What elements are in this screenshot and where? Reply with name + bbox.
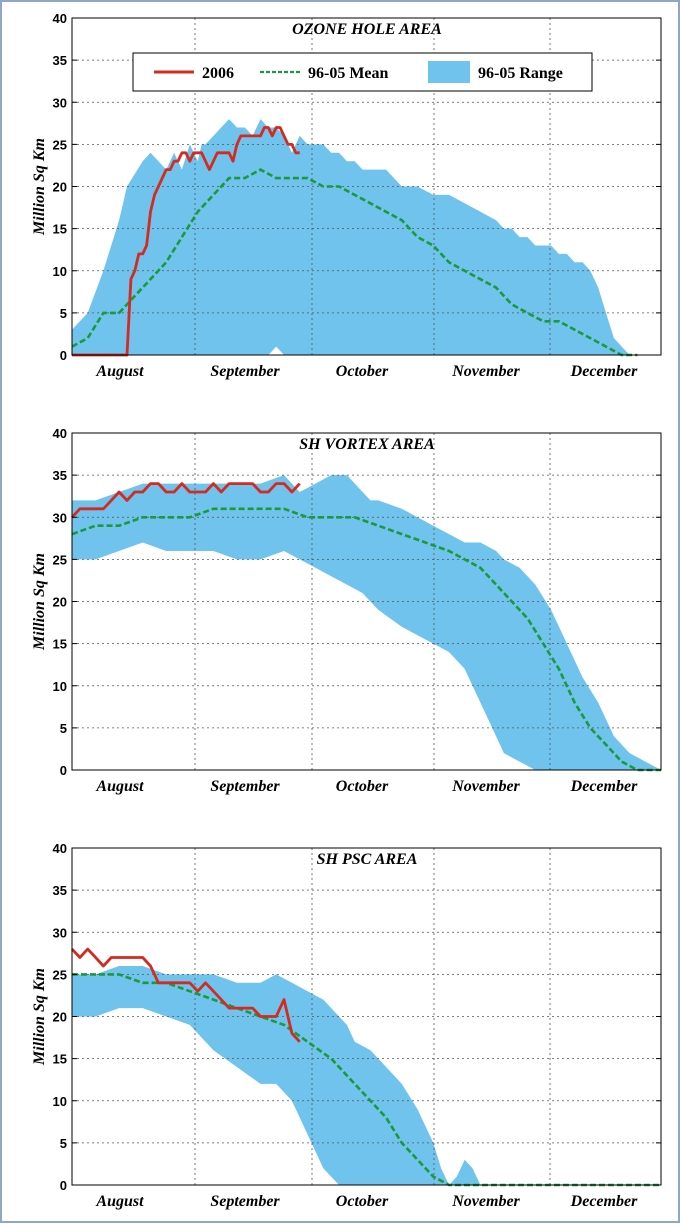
x-month-label: August [95, 1193, 144, 1210]
y-tick-label: 35 [53, 53, 67, 68]
x-month-label: October [336, 778, 389, 795]
x-month-label: August [95, 363, 144, 380]
y-tick-label: 40 [53, 426, 67, 441]
y-tick-label: 15 [53, 222, 67, 237]
y-tick-label: 25 [53, 552, 67, 567]
legend-swatch-range [428, 61, 470, 83]
y-tick-label: 5 [60, 721, 67, 736]
x-month-label: December [570, 363, 638, 380]
range-band-area [72, 475, 661, 770]
x-month-label: October [336, 363, 389, 380]
y-tick-label: 35 [53, 883, 67, 898]
x-month-label: November [451, 363, 520, 380]
chart-panel-1: 0 5 10 15 20 25 30 35 40 August September October No… [31, 11, 662, 380]
y-tick-label: 0 [60, 1178, 67, 1193]
y-tick-label: 10 [53, 1094, 67, 1109]
y-tick-label: 5 [60, 306, 67, 321]
y-tick-label: 20 [53, 1010, 67, 1025]
chart-title: SH VORTEX AREA [299, 436, 435, 453]
y-tick-label: 15 [53, 637, 67, 652]
legend: 2006 96-05 Mean 96-05 Range [132, 52, 593, 92]
y-tick-label: 10 [53, 679, 67, 694]
x-month-label: December [570, 778, 638, 795]
line-2006 [70, 947, 301, 1043]
y-tick-label: 40 [53, 841, 67, 856]
legend-label-mean: 96-05 Mean [308, 65, 389, 82]
mean-line [71, 168, 638, 357]
y-tick-label: 0 [60, 763, 67, 778]
legend-label-2006: 2006 [202, 65, 234, 82]
chart-title: OZONE HOLE AREA [292, 21, 442, 38]
x-month-label: August [95, 778, 144, 795]
x-month-label: September [210, 1193, 280, 1210]
y-tick-label: 25 [53, 137, 67, 152]
y-tick-label: 0 [60, 348, 67, 363]
y-tick-label: 25 [53, 967, 67, 982]
y-axis-label: Million Sq Km [31, 553, 48, 651]
line-2006 [70, 482, 301, 519]
y-tick-label: 40 [53, 11, 67, 26]
y-tick-label: 20 [53, 180, 67, 195]
legend-box [132, 52, 593, 92]
y-axis-label: Million Sq Km [31, 138, 48, 236]
x-month-label: December [570, 1193, 638, 1210]
y-tick-label: 30 [53, 510, 67, 525]
x-month-label: September [210, 778, 280, 795]
chart-panel-2: 0 5 10 15 20 25 30 35 40 August September October No… [31, 426, 662, 795]
x-month-label: October [336, 1193, 389, 1210]
range-band-area [72, 966, 661, 1185]
y-tick-label: 20 [53, 595, 67, 610]
y-tick-label: 10 [53, 264, 67, 279]
legend-label-range: 96-05 Range [478, 65, 563, 82]
x-month-label: September [210, 363, 280, 380]
y-tick-label: 5 [60, 1136, 67, 1151]
y-tick-label: 15 [53, 1052, 67, 1067]
x-month-label: November [451, 778, 520, 795]
y-tick-label: 30 [53, 925, 67, 940]
y-axis-label: Million Sq Km [31, 968, 48, 1066]
mean-line [71, 507, 661, 772]
x-month-label: November [451, 1193, 520, 1210]
y-tick-label: 35 [53, 468, 67, 483]
line-2006 [72, 126, 300, 357]
y-tick-label: 30 [53, 95, 67, 110]
range-band-area [72, 119, 638, 355]
chart-title: SH PSC AREA [317, 851, 418, 868]
chart-panel-3: 0 5 10 15 20 25 30 35 40 August September October No… [31, 841, 662, 1210]
